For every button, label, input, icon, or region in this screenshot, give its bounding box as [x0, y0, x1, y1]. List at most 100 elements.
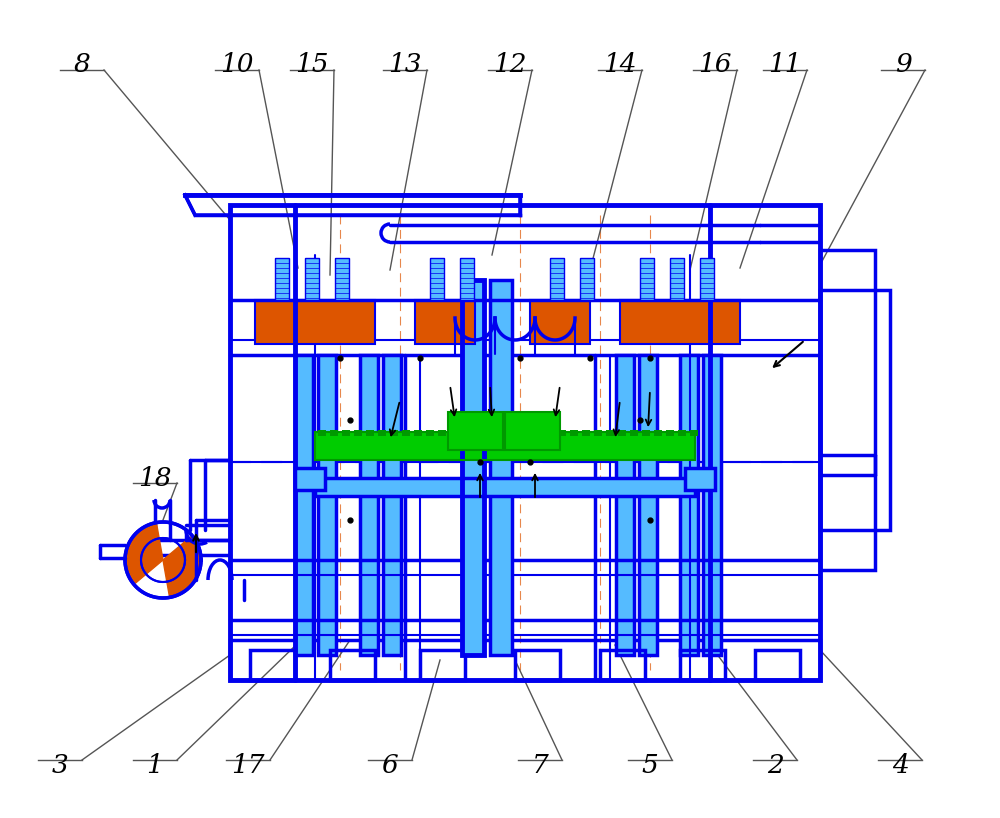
Bar	[315, 478, 695, 496]
Bar	[366, 430, 374, 436]
Text: 16: 16	[698, 52, 732, 77]
Bar	[640, 258, 654, 300]
Bar	[448, 412, 503, 450]
Bar	[462, 280, 484, 655]
Text: 11: 11	[768, 52, 802, 77]
Bar	[462, 280, 484, 655]
Bar	[510, 430, 518, 436]
Text: 12: 12	[493, 52, 527, 77]
Bar	[402, 430, 410, 436]
Bar	[558, 430, 566, 436]
Text: 14: 14	[603, 52, 637, 77]
Bar	[666, 430, 674, 436]
Bar	[305, 258, 319, 300]
Bar	[383, 355, 401, 655]
Bar	[546, 430, 554, 436]
Bar	[580, 258, 594, 300]
Bar	[415, 300, 475, 344]
Bar	[360, 355, 378, 655]
Bar	[295, 355, 313, 655]
Bar	[550, 258, 564, 300]
Bar	[680, 355, 698, 655]
Bar	[250, 650, 295, 680]
Bar	[460, 258, 474, 300]
Bar	[690, 430, 698, 436]
Bar	[580, 258, 594, 300]
Bar	[430, 258, 444, 300]
Bar	[275, 258, 289, 300]
Bar	[582, 430, 590, 436]
Bar	[606, 430, 614, 436]
Bar	[378, 430, 386, 436]
Bar	[550, 258, 564, 300]
Wedge shape	[163, 537, 199, 596]
Bar	[430, 258, 444, 300]
Bar	[522, 430, 530, 436]
Bar	[486, 430, 494, 436]
Bar	[685, 468, 715, 490]
Bar	[680, 355, 698, 655]
Bar	[490, 280, 512, 655]
Text: 10: 10	[220, 52, 254, 77]
Bar	[630, 430, 638, 436]
Text: 1: 1	[147, 753, 163, 778]
Bar	[420, 650, 465, 680]
Bar	[505, 412, 560, 450]
Bar	[255, 300, 375, 344]
Bar	[360, 355, 378, 655]
Bar	[570, 430, 578, 436]
Bar	[755, 650, 800, 680]
Bar	[490, 280, 512, 655]
Bar	[654, 430, 662, 436]
Bar	[255, 300, 375, 344]
Bar	[670, 258, 684, 300]
Bar	[616, 355, 634, 655]
Bar	[318, 355, 336, 655]
Text: 15: 15	[295, 52, 329, 77]
Bar	[498, 430, 506, 436]
Bar	[450, 430, 458, 436]
Bar	[330, 650, 375, 680]
Text: 2: 2	[767, 753, 783, 778]
Bar	[318, 355, 336, 655]
Bar	[616, 355, 634, 655]
Bar	[534, 430, 542, 436]
Bar	[600, 650, 645, 680]
Bar	[315, 432, 695, 460]
Bar	[295, 355, 313, 655]
Bar	[414, 430, 422, 436]
Bar	[462, 430, 470, 436]
Bar	[275, 258, 289, 300]
Bar	[448, 412, 503, 450]
Bar	[670, 258, 684, 300]
Bar	[515, 650, 560, 680]
Text: 17: 17	[231, 753, 265, 778]
Bar	[230, 205, 820, 680]
Bar	[305, 258, 319, 300]
Bar	[415, 300, 475, 344]
Bar	[315, 432, 695, 460]
Bar	[318, 430, 326, 436]
Bar	[680, 650, 725, 680]
Bar	[426, 430, 434, 436]
Bar	[678, 430, 686, 436]
Bar	[474, 430, 482, 436]
Text: 9: 9	[895, 52, 911, 77]
Bar	[703, 355, 721, 655]
Text: 4: 4	[892, 753, 908, 778]
Text: 5: 5	[642, 753, 658, 778]
Bar	[460, 258, 474, 300]
Bar	[383, 355, 401, 655]
Bar	[642, 430, 650, 436]
Bar	[620, 300, 740, 344]
Bar	[230, 640, 820, 680]
Bar	[342, 430, 350, 436]
Bar	[700, 258, 714, 300]
Bar	[530, 300, 590, 344]
Bar	[700, 258, 714, 300]
Text: 7: 7	[532, 753, 548, 778]
Bar	[639, 355, 657, 655]
Bar	[618, 430, 626, 436]
Bar	[354, 430, 362, 436]
Bar	[295, 468, 325, 490]
